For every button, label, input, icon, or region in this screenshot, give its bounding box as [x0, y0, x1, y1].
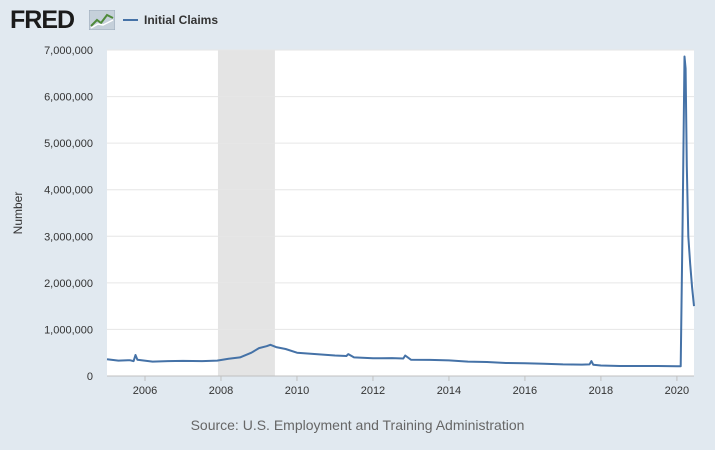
y-axis-label: Number — [11, 192, 25, 235]
series-line-initial-claims — [106, 55, 695, 368]
y-tick-label: 7,000,000 — [44, 45, 93, 57]
gridlines — [107, 49, 694, 330]
y-tick-label: 0 — [87, 371, 93, 383]
y-tick-labels: 0 1,000,000 2,000,000 3,000,000 4,000,000 5,0… — [44, 45, 93, 383]
y-tick-label: 3,000,000 — [44, 231, 93, 243]
fred-logo[interactable]: FRED — [10, 6, 75, 34]
recession-shading-layer — [217, 50, 275, 376]
x-tick-label: 2012 — [361, 385, 385, 397]
x-tick-label: 2016 — [513, 385, 537, 397]
x-tick-label: 2008 — [209, 385, 233, 397]
recession-band — [217, 50, 275, 376]
plot-area — [107, 50, 694, 376]
logo-graph-icon — [89, 10, 115, 30]
x-tick-label: 2006 — [133, 385, 157, 397]
x-tick-label: 2020 — [665, 385, 689, 397]
y-tick-label: 1,000,000 — [44, 324, 93, 336]
x-tick-label: 2014 — [437, 385, 461, 397]
y-tick-label: 2,000,000 — [44, 278, 93, 290]
x-tick-labels: 2006 2008 2010 2012 2014 2016 2018 2020 — [133, 376, 689, 397]
y-tick-label: 4,000,000 — [44, 185, 93, 197]
y-tick-label: 6,000,000 — [44, 92, 93, 104]
series-layer — [106, 55, 695, 368]
source-note: Source: U.S. Employment and Training Adm… — [190, 417, 525, 433]
chart: 0 1,000,000 2,000,000 3,000,000 4,000,000 5,0… — [11, 45, 695, 397]
x-tick-label: 2010 — [285, 385, 309, 397]
legend-line-swatch — [123, 19, 138, 21]
y-tick-label: 5,000,000 — [44, 138, 93, 150]
legend-label: Initial Claims — [144, 13, 219, 27]
x-tick-label: 2018 — [589, 385, 613, 397]
header: FRED Initial Claims — [0, 0, 715, 40]
